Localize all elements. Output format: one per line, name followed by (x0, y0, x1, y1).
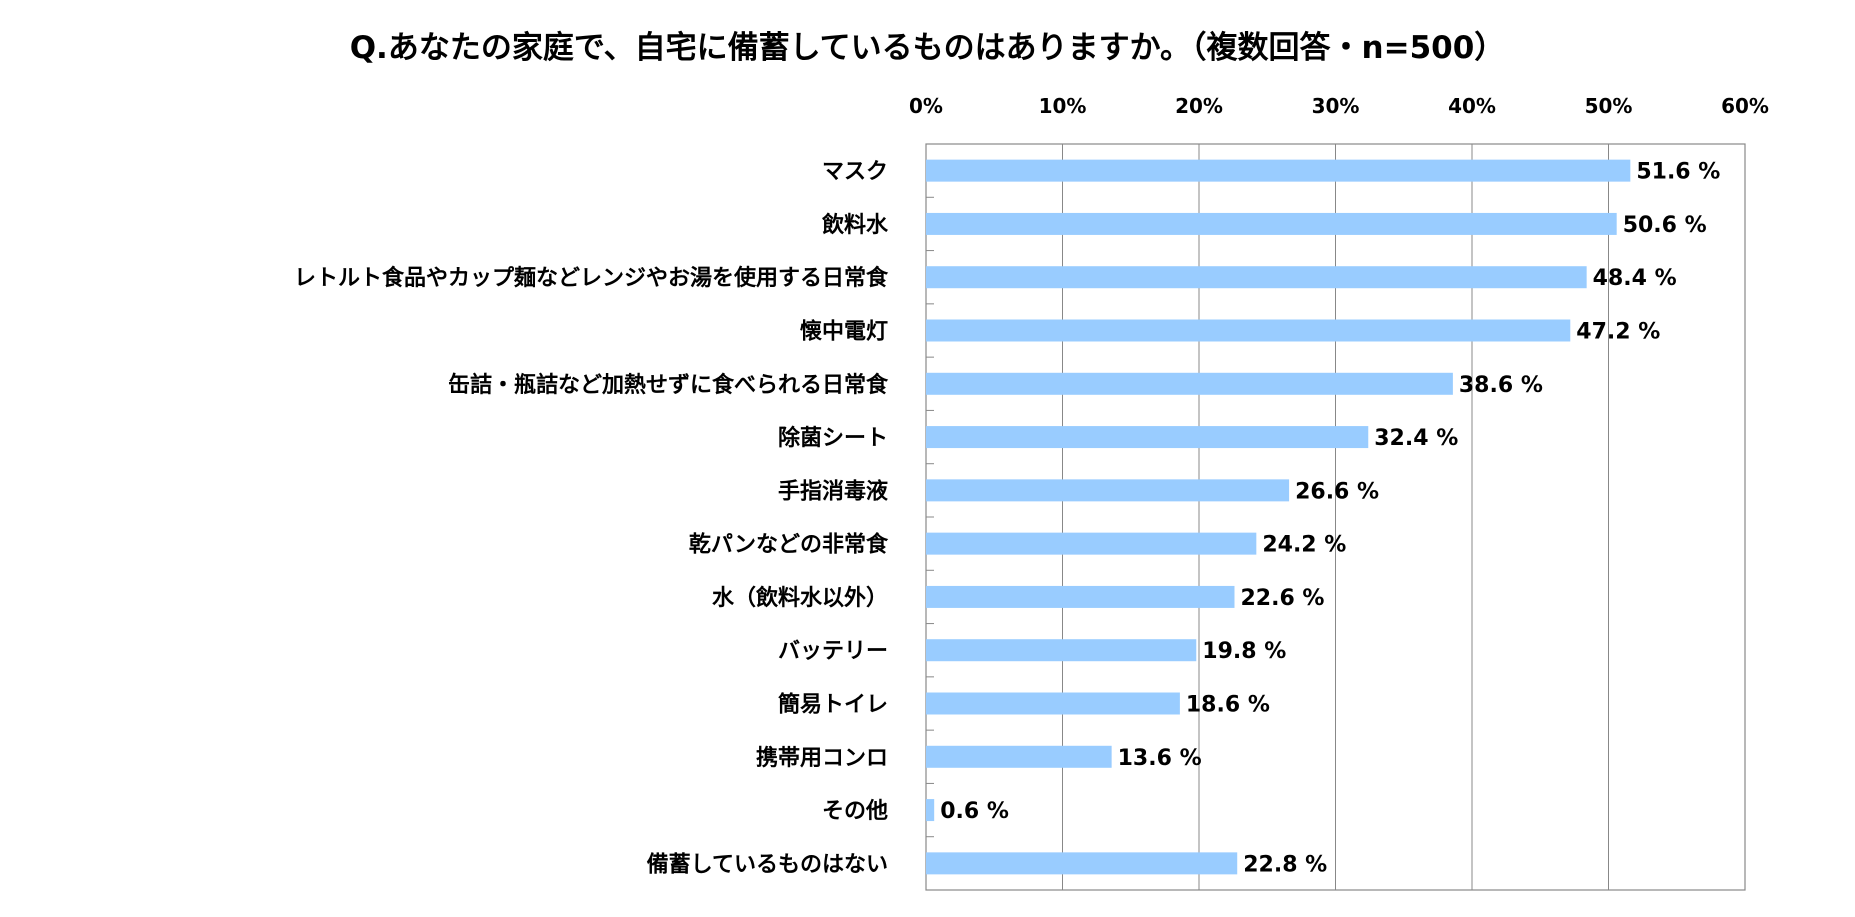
category-label: 手指消毒液 (778, 478, 888, 504)
x-tick-label: 30% (1312, 94, 1360, 118)
category-label: 除菌シート (778, 425, 888, 451)
category-label: 携帯用コンロ (756, 745, 888, 771)
category-label: レトルト食品やカップ麺などレンジやお湯を使用する日常食 (294, 265, 889, 291)
data-label: 0.6 % (940, 799, 1009, 824)
data-label: 19.8 % (1202, 639, 1286, 664)
bar (926, 372, 1453, 395)
data-label: 26.6 % (1295, 479, 1379, 504)
data-label: 38.6 % (1459, 373, 1543, 398)
category-label: バッテリー (778, 639, 888, 664)
data-label: 51.6 % (1636, 160, 1720, 185)
data-label: 22.6 % (1240, 586, 1324, 611)
category-label: 備蓄しているものはない (647, 851, 888, 877)
category-label: マスク (822, 160, 888, 185)
bar (926, 852, 1238, 875)
bar (926, 745, 1112, 768)
bar (926, 585, 1235, 608)
bar (926, 479, 1290, 502)
data-label: 18.6 % (1186, 693, 1270, 718)
bar (926, 532, 1257, 555)
category-label: 乾パンなどの非常食 (689, 532, 889, 558)
category-label: その他 (822, 799, 888, 824)
bar (926, 212, 1617, 235)
x-tick-label: 20% (1175, 94, 1223, 118)
data-label: 24.2 % (1262, 533, 1346, 558)
bar (926, 639, 1197, 662)
category-label: 缶詰・瓶詰など加熱せずに食べられる日常食 (448, 372, 889, 398)
data-label: 22.8 % (1243, 852, 1327, 877)
x-tick-label: 50% (1585, 94, 1633, 118)
category-label: 飲料水 (821, 212, 889, 238)
category-label: 懐中電灯 (800, 319, 888, 345)
bar (926, 159, 1631, 182)
bar (926, 799, 935, 822)
x-tick-label: 60% (1721, 94, 1769, 118)
bar (926, 426, 1369, 449)
x-tick-label: 40% (1448, 94, 1496, 118)
chart-title: Q.あなたの家庭で、自宅に備蓄しているものはありますか。（複数回答・n=500） (349, 30, 1506, 66)
bar (926, 692, 1180, 715)
category-label: 簡易トイレ (778, 692, 888, 718)
bar (926, 266, 1587, 289)
x-tick-label: 0% (909, 94, 943, 118)
data-label: 47.2 % (1576, 320, 1660, 345)
data-label: 32.4 % (1374, 426, 1458, 451)
data-label: 48.4 % (1593, 266, 1677, 291)
category-label: 水（飲料水以外） (712, 585, 888, 611)
data-label: 13.6 % (1118, 746, 1202, 771)
x-tick-label: 10% (1039, 94, 1087, 118)
bar (926, 319, 1571, 342)
data-label: 50.6 % (1623, 213, 1707, 238)
